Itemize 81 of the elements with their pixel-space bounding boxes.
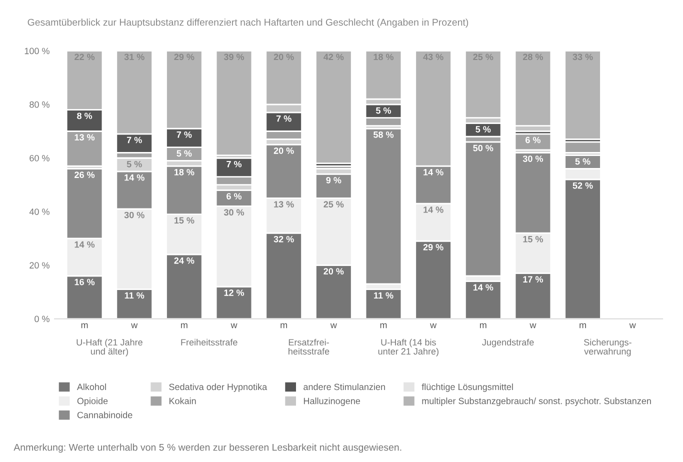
y-tick-label: 100 %	[24, 48, 50, 54]
data-label: 8 %	[77, 112, 92, 120]
text: U-Haft (14 bis unter 21 Jahre)	[378, 338, 438, 356]
data-label: 7 %	[176, 131, 192, 138]
y-tick-label: 80 %	[30, 101, 50, 108]
text: Sicherungs- verwahrung	[584, 338, 632, 356]
data-label: 13 %	[274, 201, 294, 208]
data-label: 25 %	[324, 201, 344, 208]
x-tick-label: m	[380, 323, 387, 328]
data-label: 32 %	[274, 236, 294, 242]
data-label: 5 %	[176, 150, 192, 157]
legend-label: Alkohol	[76, 383, 106, 390]
data-label: 11 %	[374, 292, 394, 299]
data-label: 30 %	[224, 209, 244, 216]
text: Freiheitsstrafe	[181, 338, 238, 346]
bar	[564, 50, 602, 140]
chart-title: Gesamtüberblick zur Hauptsubstanz differenziert nach Haftarten und Geschlecht (Angaben in Prozent)	[28, 18, 468, 28]
data-label: 14 %	[424, 206, 444, 213]
data-label: 6 %	[526, 136, 541, 144]
x-tick-label: m	[580, 323, 586, 328]
bar	[564, 141, 602, 154]
data-label: 16 %	[74, 278, 95, 286]
x-tick-label: w	[430, 323, 437, 328]
legend-label: multipler Substanzgebrauch/ sonst. psychotr. Substanzen	[422, 398, 651, 406]
legend-label: Kokain	[169, 398, 196, 404]
x-tick-label: m	[280, 323, 287, 328]
legend-label: andere Stimulanzien	[304, 383, 385, 390]
data-label: 26 %	[74, 172, 95, 178]
x-tick-label: m	[480, 323, 486, 328]
data-label: 14 %	[424, 168, 444, 176]
data-label: 7 %	[226, 160, 242, 168]
data-label: 30 %	[522, 156, 544, 162]
bar	[464, 280, 502, 319]
data-label: 17 %	[523, 276, 544, 283]
data-label: 29 %	[423, 244, 444, 250]
x-tick-label: w	[230, 323, 238, 328]
legend-label: Cannabinoide	[77, 412, 132, 418]
data-label: 52 %	[572, 182, 593, 189]
data-label: 11 %	[124, 292, 144, 299]
legend-label: Opioide	[77, 398, 108, 406]
text: Anmerkung: Werte unterhalb von 5 % werden zur besseren Lesbarkeit nicht ausgewiesen.	[14, 444, 402, 453]
data-label: 20 %	[324, 268, 344, 274]
data-label: 14 %	[74, 241, 95, 248]
bar	[215, 50, 253, 156]
data-label: 18 %	[174, 168, 194, 176]
y-tick-label: 20 %	[30, 262, 50, 269]
data-label: 50 %	[473, 144, 494, 152]
text: Ersatzfrei- heitsstrafe	[288, 338, 330, 355]
data-label: 7 %	[126, 136, 142, 144]
data-label: 30 %	[124, 212, 144, 218]
x-tick-label: m	[181, 323, 188, 328]
data-label: 5 %	[575, 158, 590, 165]
data-label: 7 %	[276, 115, 292, 122]
data-label: 5 %	[126, 160, 142, 168]
data-label: 58 %	[373, 131, 394, 138]
data-label: 24 %	[174, 257, 194, 264]
x-tick-label: w	[330, 323, 337, 328]
text: U-Haft (21 Jahre und älter)	[76, 338, 142, 356]
text: Jugendstrafe	[482, 338, 534, 348]
data-label: 13 %	[74, 134, 95, 141]
data-label: 6 %	[226, 193, 242, 200]
data-label: 12 %	[224, 290, 244, 296]
data-label: 15 %	[174, 217, 194, 224]
data-label: 9 %	[326, 177, 342, 184]
data-label: 20 %	[274, 148, 294, 154]
y-tick-label: 0 %	[34, 316, 50, 322]
bar	[315, 50, 352, 164]
legend-label: flüchtige Lösungsmittel	[422, 383, 513, 392]
data-label: 14 %	[124, 174, 144, 181]
data-label: 5 %	[376, 107, 392, 114]
x-tick-label: w	[629, 323, 636, 328]
legend-label: Halluzinogene	[304, 398, 360, 406]
data-label: 15 %	[523, 236, 544, 242]
y-tick-label: 40 %	[29, 208, 50, 215]
x-tick-label: w	[530, 323, 536, 328]
y-tick-label: 60 %	[30, 154, 50, 162]
legend-label: Sedativa oder Hypnotika	[169, 383, 268, 392]
data-label: 5 %	[476, 126, 491, 132]
x-tick-label: w	[131, 323, 138, 328]
data-label: 14 %	[473, 284, 494, 291]
x-tick-label: m	[81, 323, 88, 328]
